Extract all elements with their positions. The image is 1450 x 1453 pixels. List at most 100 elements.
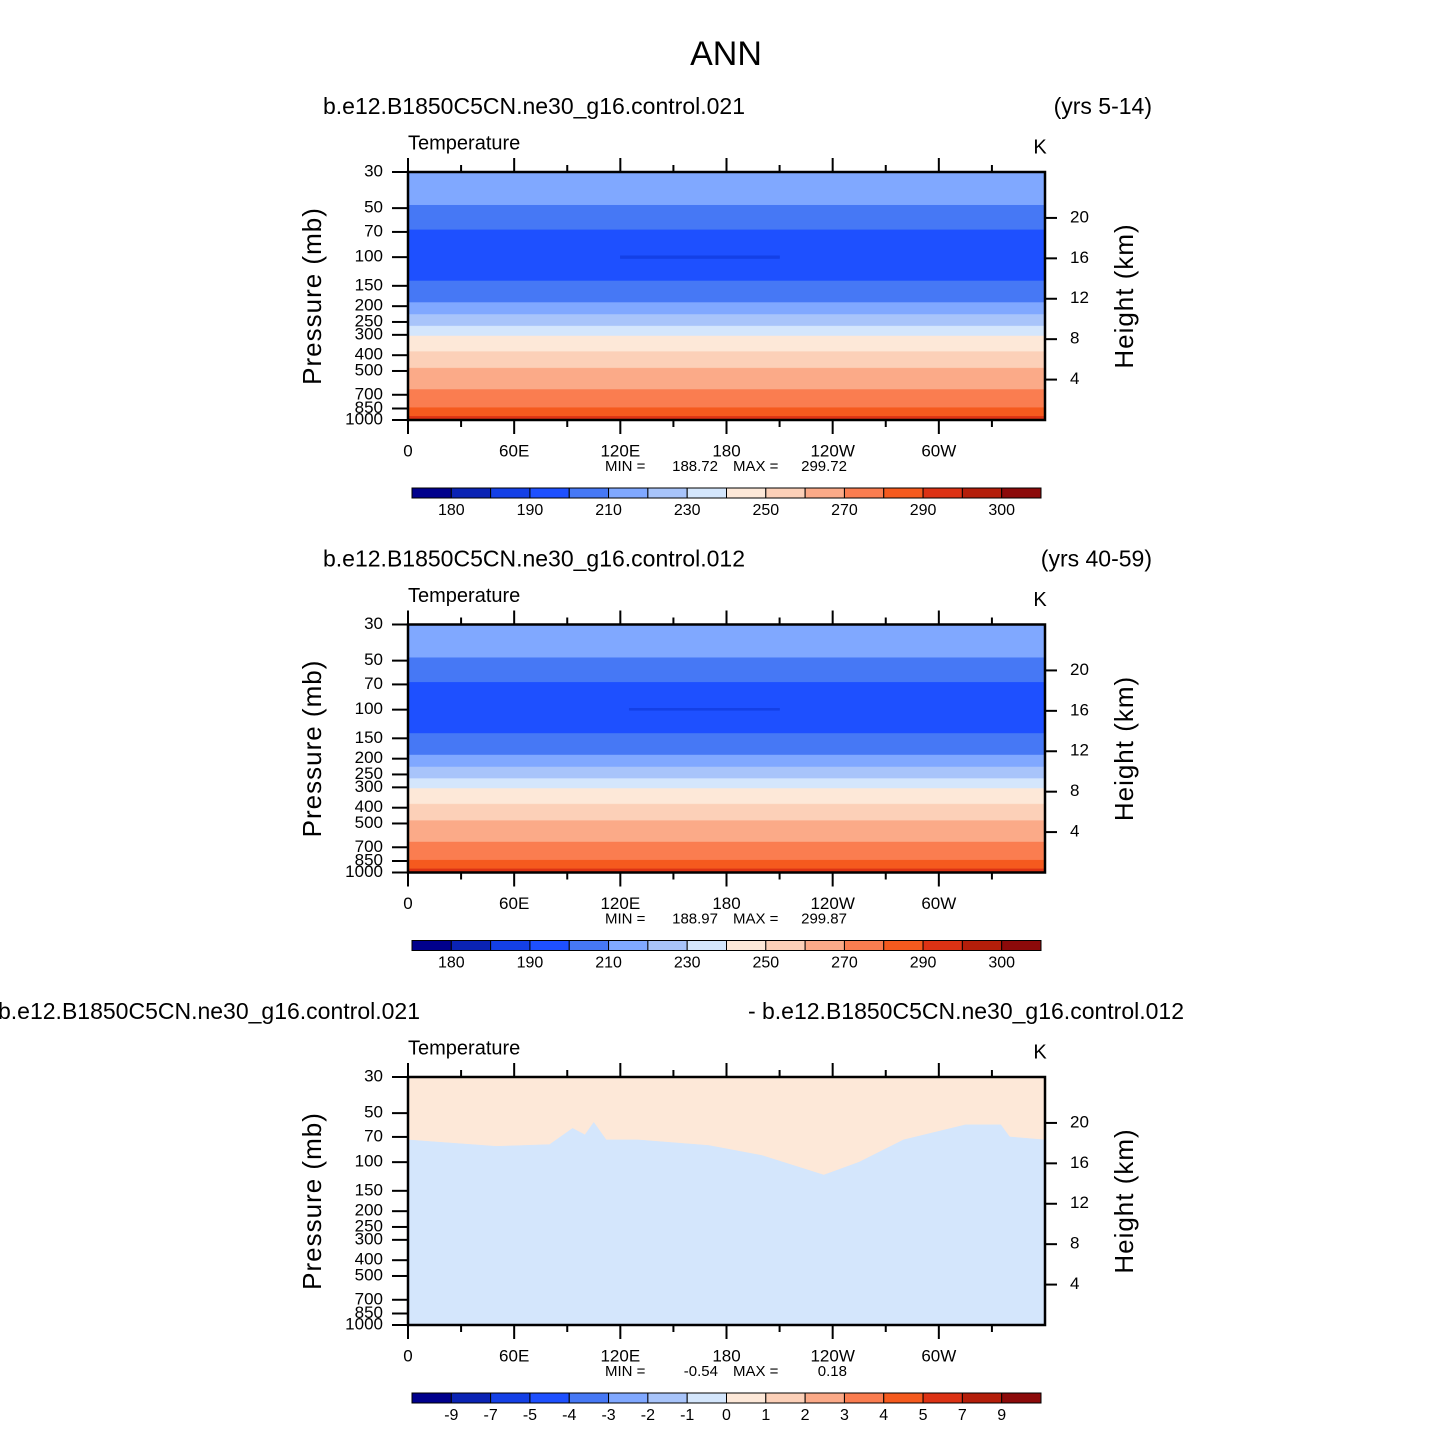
colorbar-label: -2	[641, 1407, 655, 1424]
contour-region	[408, 389, 1045, 408]
contour-region	[408, 302, 1045, 315]
colorbar-label: 0	[722, 1407, 731, 1424]
y-tick-label: 70	[364, 674, 383, 693]
contour-region	[408, 172, 1045, 206]
y-axis-label: Pressure (mb)	[297, 1112, 327, 1290]
y-tick-label: 200	[355, 296, 383, 315]
y-tick-label: 50	[364, 1103, 383, 1122]
x-tick-label: 120W	[810, 441, 854, 460]
max-value: 299.72	[801, 458, 847, 475]
colorbar-box	[686, 487, 727, 499]
contour-region	[620, 255, 780, 259]
y2-tick-label: 16	[1070, 1153, 1089, 1172]
colorbar-box	[686, 1392, 727, 1404]
x-tick-label: 60E	[499, 894, 529, 913]
contour-region	[408, 766, 1045, 779]
y-tick-label: 1000	[345, 862, 383, 881]
y-tick-label: 400	[355, 345, 383, 364]
colorbar-box	[568, 1392, 610, 1404]
panel-title: b.e12.B1850C5CN.ne30_g16.control.021	[0, 998, 420, 1024]
y-tick-label: 250	[355, 1216, 383, 1235]
y2-tick-label: 12	[1070, 741, 1089, 760]
colorbar-box	[450, 487, 492, 499]
y-tick-label: 150	[355, 1180, 383, 1199]
y-tick-label: 70	[364, 221, 383, 240]
colorbar-label: -1	[680, 1407, 694, 1424]
colorbar-box	[726, 940, 767, 951]
colorbar-box	[686, 940, 727, 951]
colorbar-label: 180	[438, 502, 465, 519]
subtitle-left: Temperature	[408, 132, 520, 154]
y-axis-label: Pressure (mb)	[297, 207, 327, 385]
colorbar-box	[490, 1392, 531, 1404]
y-tick-label: 400	[355, 1250, 383, 1269]
max-label: MAX =	[733, 458, 779, 475]
colorbar-label: 3	[840, 1407, 849, 1424]
x-tick-label: 60E	[499, 1346, 529, 1365]
x-tick-label: 0	[403, 894, 412, 913]
colorbar-label: 270	[831, 502, 858, 519]
panel-title-right: - b.e12.B1850C5CN.ne30_g16.control.012	[748, 998, 1184, 1024]
colorbar-box	[1001, 940, 1042, 951]
colorbar-label: 2	[801, 1407, 810, 1424]
y-tick-label: 850	[355, 850, 383, 869]
colorbar-box	[608, 940, 649, 951]
contour-region	[408, 820, 1045, 843]
x-tick-label: 180	[712, 1346, 740, 1365]
colorbar-label: 300	[988, 502, 1015, 519]
colorbar-box	[883, 487, 924, 499]
colorbar-label: 180	[438, 955, 465, 972]
colorbar-label: 290	[910, 502, 937, 519]
x-tick-label: 60W	[921, 894, 956, 913]
colorbar-box	[608, 487, 649, 499]
min-value: -0.54	[684, 1363, 718, 1380]
x-tick-label: 120W	[810, 894, 854, 913]
subtitle-left: Temperature	[408, 1037, 520, 1059]
panel-title-right: (yrs 5-14)	[1054, 93, 1152, 119]
y-axis-label: Pressure (mb)	[297, 660, 327, 838]
y2-tick-label: 8	[1070, 1234, 1079, 1253]
y-tick-label: 250	[355, 764, 383, 783]
y2-axis-label: Height (km)	[1109, 1128, 1139, 1273]
y2-axis-label: Height (km)	[1109, 223, 1139, 368]
panel-title: b.e12.B1850C5CN.ne30_g16.control.021	[323, 93, 745, 119]
colorbar: 180 190 210 230 250 270 290 300	[411, 487, 1042, 519]
subtitle-left: Temperature	[408, 585, 520, 607]
y-tick-label: 250	[355, 311, 383, 330]
x-tick-label: 60W	[921, 441, 956, 460]
panel: b.e12.B1850C5CN.ne30_g16.control.021 - b.…	[0, 998, 1184, 1424]
min-label: MIN =	[605, 1363, 646, 1380]
x-tick-label: 0	[403, 1346, 412, 1365]
max-label: MAX =	[733, 910, 779, 927]
contour-region	[408, 733, 1045, 756]
colorbar-label: 230	[674, 955, 701, 972]
y2-tick-label: 16	[1070, 248, 1089, 267]
colorbar-box	[961, 487, 1003, 499]
y-tick-label: 50	[364, 650, 383, 669]
y-tick-label: 500	[355, 360, 383, 379]
max-label: MAX =	[733, 1363, 779, 1380]
y-tick-label: 100	[355, 699, 383, 718]
colorbar-label: -7	[484, 1407, 498, 1424]
colorbar-box	[608, 1392, 649, 1404]
colorbar-box	[568, 940, 610, 951]
x-tick-label: 120E	[600, 894, 640, 913]
y-tick-label: 100	[355, 247, 383, 266]
colorbar-box	[804, 940, 845, 951]
contour-region	[408, 407, 1045, 417]
x-tick-label: 120E	[600, 441, 640, 460]
y-tick-label: 300	[355, 777, 383, 796]
colorbar-box	[1001, 1392, 1042, 1404]
y2-tick-label: 12	[1070, 288, 1089, 307]
colorbar-label: 9	[997, 1407, 1006, 1424]
y2-tick-label: 20	[1070, 660, 1089, 679]
colorbar-box	[411, 940, 452, 951]
colorbar-label: 230	[674, 502, 701, 519]
y-tick-label: 30	[364, 1066, 383, 1085]
colorbar-label: 250	[752, 502, 779, 519]
max-value: 299.87	[801, 910, 847, 927]
colorbar-box	[843, 940, 885, 951]
colorbar-box	[843, 487, 885, 499]
panel: b.e12.B1850C5CN.ne30_g16.control.021 (yrs…	[297, 93, 1152, 519]
